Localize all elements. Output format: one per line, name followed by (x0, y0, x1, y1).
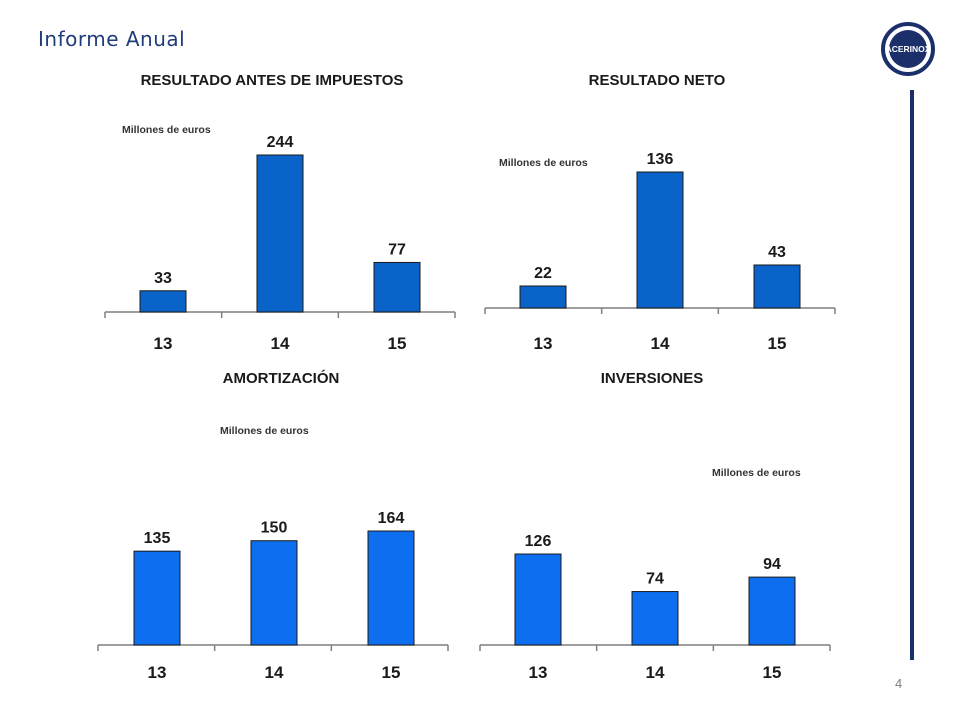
report-title: Informe Anual (38, 27, 186, 51)
chart-inversiones: INVERSIONES Millones de euros 126 13 74 14 94 1… (479, 370, 831, 682)
bar (373, 261, 421, 313)
bar (631, 591, 679, 646)
category-label: 15 (382, 663, 401, 682)
bar (748, 576, 796, 646)
chart-title: RESULTADO ANTES DE IMPUESTOS (141, 72, 404, 89)
bar (636, 171, 684, 309)
data-label: 244 (267, 134, 294, 151)
bar (256, 154, 304, 313)
data-label: 22 (534, 265, 552, 282)
chart-resultado-antes-impuestos: RESULTADO ANTES DE IMPUESTOS Millones de … (104, 72, 456, 353)
bar (514, 553, 562, 646)
data-label: 135 (144, 530, 171, 547)
unit-label: Millones de euros (220, 425, 309, 437)
category-label: 13 (148, 663, 167, 682)
data-label: 77 (388, 241, 406, 258)
category-label: 14 (271, 334, 290, 353)
chart-amortizacion: AMORTIZACIÓN Millones de euros 135 13 150 14 1… (97, 369, 449, 682)
bar (519, 285, 567, 309)
chart-title: AMORTIZACIÓN (223, 369, 340, 387)
data-label: 94 (763, 556, 781, 573)
bar (250, 540, 298, 646)
logo-text: ACERINOX (886, 44, 931, 54)
bar (753, 264, 801, 309)
unit-label: Millones de euros (499, 157, 588, 169)
acerinox-logo: ACERINOX (881, 22, 935, 76)
unit-label: Millones de euros (122, 124, 211, 136)
category-label: 13 (534, 334, 553, 353)
category-label: 15 (763, 663, 782, 682)
category-label: 14 (646, 663, 665, 682)
data-label: 164 (378, 510, 405, 527)
chart-title: INVERSIONES (601, 370, 704, 387)
bar (139, 290, 187, 313)
bar (133, 550, 181, 646)
unit-label: Millones de euros (712, 467, 801, 479)
category-label: 15 (388, 334, 407, 353)
data-label: 43 (768, 244, 786, 261)
data-label: 136 (647, 151, 674, 168)
data-label: 74 (646, 571, 664, 588)
chart-title: RESULTADO NETO (589, 72, 726, 89)
data-label: 126 (525, 533, 552, 550)
category-label: 14 (651, 334, 670, 353)
category-label: 13 (154, 334, 173, 353)
data-label: 33 (154, 270, 172, 287)
category-label: 13 (529, 663, 548, 682)
bar (367, 530, 415, 646)
category-label: 14 (265, 663, 284, 682)
page-number: 4 (895, 676, 903, 691)
category-label: 15 (768, 334, 787, 353)
side-rule (910, 90, 914, 660)
chart-resultado-neto: RESULTADO NETO Millones de euros 22 13 136 14… (484, 72, 836, 353)
data-label: 150 (261, 520, 288, 537)
